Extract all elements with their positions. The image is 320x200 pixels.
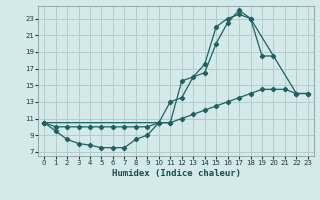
X-axis label: Humidex (Indice chaleur): Humidex (Indice chaleur) (111, 169, 241, 178)
